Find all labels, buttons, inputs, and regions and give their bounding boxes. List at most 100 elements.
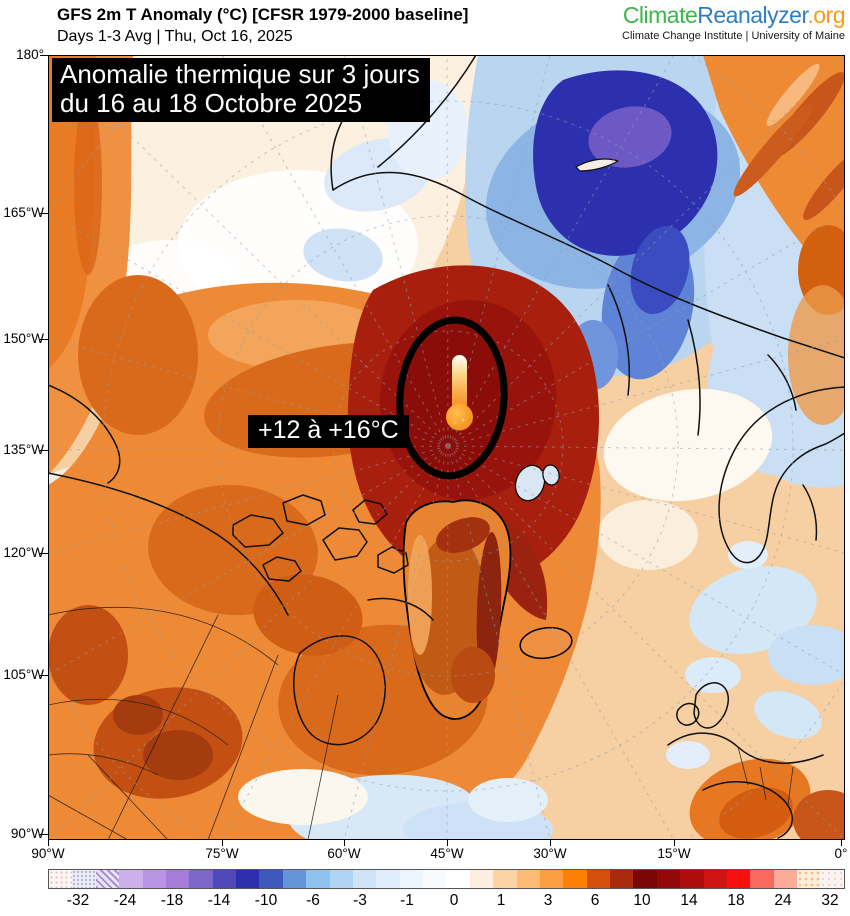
anomaly-annotation-label: +12 à +16°C — [248, 415, 409, 448]
anomaly-map: Anomalie thermique sur 3 jours du 16 au … — [48, 55, 845, 840]
colorbar-label: 14 — [680, 892, 698, 909]
colorbar-segment — [797, 870, 821, 888]
colorbar-label: -3 — [353, 892, 367, 909]
colorbar-segment — [306, 870, 330, 888]
colorbar-segment — [352, 870, 377, 888]
colorbar-label: -10 — [254, 892, 278, 909]
x-axis-label: 75°W — [205, 846, 239, 861]
y-axis-label: 90°W — [10, 826, 44, 841]
overlay-title-line1: Anomalie thermique sur 3 jours — [60, 59, 420, 89]
region-cool-bottom — [238, 741, 845, 840]
colorbar-label: 3 — [543, 892, 553, 909]
colorbar-label: -24 — [113, 892, 137, 909]
colorbar-segment — [446, 870, 470, 888]
colorbar-label: 1 — [496, 892, 506, 909]
colorbar-segment — [49, 870, 73, 888]
colorbar-segment — [142, 870, 166, 888]
colorbar-label: 10 — [633, 892, 651, 909]
x-axis-label: 45°W — [430, 846, 464, 861]
colorbar-segment — [236, 870, 260, 888]
logo-part-reanalyzer: Reanalyzer — [697, 2, 808, 28]
logo-tagline: Climate Change Institute | University of… — [622, 30, 845, 42]
y-axis-label: 180° — [16, 47, 44, 62]
colorbar-segment — [703, 870, 727, 888]
map-frame — [48, 55, 845, 840]
colorbar-segment — [119, 870, 143, 888]
colorbar-label: -32 — [66, 892, 90, 909]
x-axis-tick — [549, 840, 551, 846]
y-axis-tick — [40, 338, 48, 340]
colorbar-segment — [399, 870, 423, 888]
colorbar-label: 24 — [774, 892, 792, 909]
y-axis-tick — [40, 833, 48, 835]
coastlines — [48, 55, 845, 839]
y-axis-label: 120°W — [3, 545, 44, 560]
x-axis-tick — [221, 840, 223, 846]
y-axis-label: 165°W — [3, 205, 44, 220]
x-axis-label: 15°W — [657, 846, 691, 861]
colorbar-segment — [212, 870, 236, 888]
colorbar-segment — [820, 870, 844, 888]
anomaly-map-svg — [48, 55, 845, 840]
page-title: GFS 2m T Anomaly (°C) [CFSR 1979-2000 ba… — [57, 5, 469, 24]
colorbar-segment — [282, 870, 307, 888]
political-borders — [48, 606, 794, 840]
colorbar-labels: -32 -24 -18 -14 -10 -6 -3 -1 0 1 3 6 10 14 18 24 32 — [48, 892, 845, 914]
logo-part-climate: Climate — [622, 2, 698, 28]
climate-reanalyzer-logo[interactable]: ClimateReanalyzer.org — [622, 2, 846, 29]
x-axis-tick — [343, 840, 345, 846]
region-warm-topright — [703, 55, 845, 425]
colorbar-segment — [656, 870, 681, 888]
y-axis-tick — [40, 552, 48, 554]
colorbar-segment — [72, 870, 96, 888]
colorbar-segment — [610, 870, 634, 888]
colorbar-segment — [586, 870, 610, 888]
colorbar-label: -18 — [160, 892, 184, 909]
colorbar-label: 32 — [821, 892, 839, 909]
landmass-iceland — [519, 626, 573, 660]
colorbar-label: 0 — [449, 892, 459, 909]
colorbar — [48, 869, 845, 889]
colorbar-segment — [750, 870, 774, 888]
thermometer-icon — [446, 355, 473, 431]
page-subtitle: Days 1-3 Avg | Thu, Oct 16, 2025 — [57, 28, 293, 45]
colorbar-segment — [633, 870, 657, 888]
landmass-svalbard — [514, 464, 546, 502]
y-axis-label: 105°W — [3, 667, 44, 682]
y-axis-label: 150°W — [3, 331, 44, 346]
y-axis-tick — [40, 212, 48, 214]
colorbar-segment — [423, 870, 447, 888]
colorbar-segment — [469, 870, 494, 888]
x-axis-tick — [47, 840, 49, 846]
colorbar-segment — [189, 870, 213, 888]
colorbar-segment — [516, 870, 540, 888]
y-axis-tick — [40, 674, 48, 676]
colorbar-segment — [259, 870, 283, 888]
x-axis-label: 30°W — [533, 846, 567, 861]
y-axis-label: 135°W — [3, 442, 44, 457]
overlay-title-line2: du 16 au 18 Octobre 2025 — [60, 88, 363, 118]
colorbar-segment — [539, 870, 564, 888]
map-overlay-title: Anomalie thermique sur 3 jours du 16 au … — [52, 58, 430, 122]
colorbar-label: -6 — [306, 892, 320, 909]
colorbar-segment — [773, 870, 797, 888]
x-axis-tick — [673, 840, 675, 846]
x-axis-tick — [840, 840, 842, 846]
colorbar-segment — [95, 870, 120, 888]
colorbar-segment — [493, 870, 517, 888]
colorbar-segment — [680, 870, 704, 888]
region-europe — [598, 388, 845, 739]
colorbar-segment — [165, 870, 190, 888]
colorbar-label: 18 — [727, 892, 745, 909]
colorbar-segment — [329, 870, 353, 888]
x-axis-tick — [446, 840, 448, 846]
logo-part-org: .org — [807, 2, 845, 28]
y-axis-tick — [40, 54, 48, 56]
y-axis-tick — [40, 449, 48, 451]
x-axis-label: 60°W — [327, 846, 361, 861]
colorbar-segment — [563, 870, 587, 888]
colorbar-segment — [376, 870, 400, 888]
hotspot-ellipse-marker — [396, 316, 508, 480]
colorbar-label: 6 — [590, 892, 600, 909]
